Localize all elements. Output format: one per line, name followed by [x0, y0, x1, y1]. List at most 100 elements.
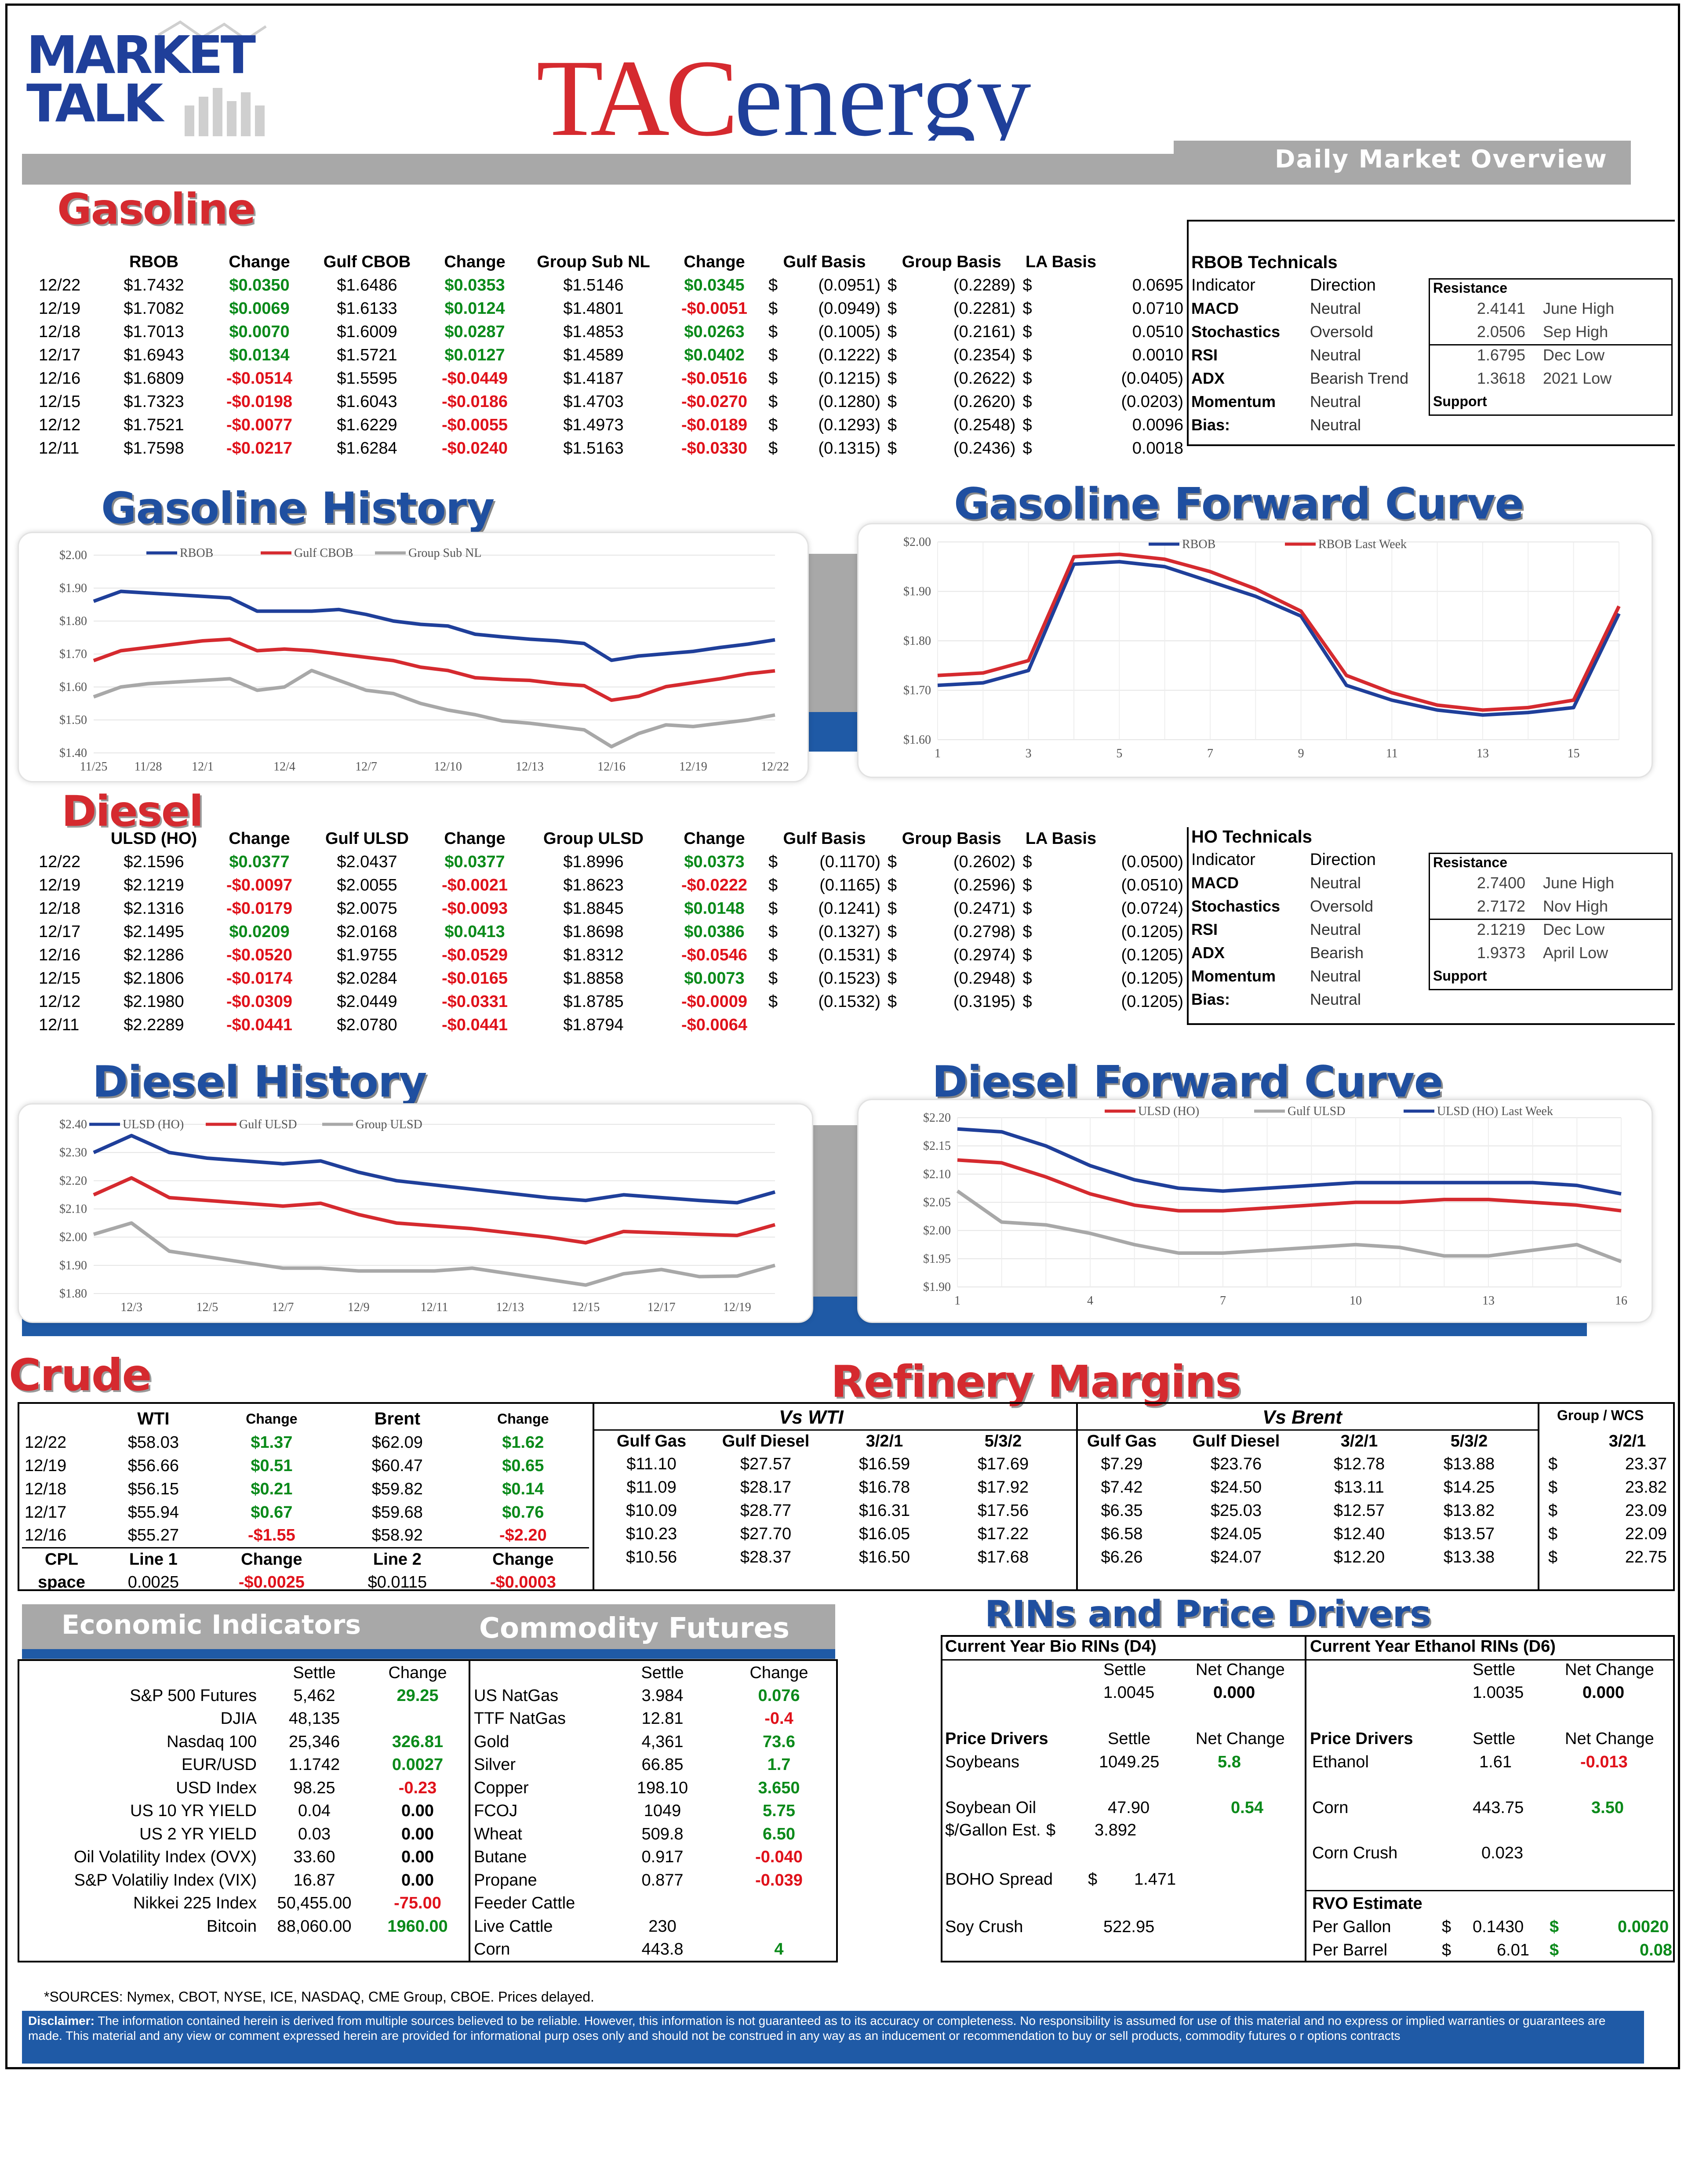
cpl-value-row: space 0.0025 -$0.0025 $0.0115 -$0.0003 [22, 1571, 589, 1594]
soy-oil-settle: 47.90 [1108, 1799, 1150, 1817]
gas-price: $1.7598 [124, 439, 184, 458]
cpl-value: -$0.0003 [490, 1573, 556, 1592]
cpl-header: Change [492, 1550, 554, 1569]
margin-value: $10.23 [626, 1525, 677, 1543]
diesel-date: 12/16 [39, 946, 81, 964]
ho-indicator-name: Bias: [1191, 990, 1230, 1008]
boho-dollar: $ [1088, 1870, 1098, 1889]
diesel-change: -$0.0520 [226, 946, 292, 964]
gas-gulf-basis-dollar: $ [768, 392, 778, 411]
gas-change: -$0.0217 [226, 439, 292, 458]
margin-value: $10.56 [626, 1548, 677, 1566]
crude-date: 12/19 [25, 1457, 67, 1475]
gas-date: 12/16 [39, 369, 81, 388]
gas-date: 12/18 [39, 323, 81, 341]
diesel-header-1: Change [229, 829, 290, 848]
wti-change: -$1.55 [247, 1526, 295, 1545]
legend-label: RBOB [1182, 538, 1215, 551]
gas-change: -$0.0198 [226, 392, 292, 411]
gas-header-1: Change [229, 253, 290, 271]
diesel-group-price: $1.8794 [563, 1016, 624, 1034]
soy-crush-label: Soy Crush [945, 1918, 1023, 1936]
gas-group-basis: (0.2354) [953, 346, 1016, 364]
legend-label: RBOB [180, 546, 213, 560]
rbob-col-direction: Direction [1310, 276, 1376, 294]
futures-settle: 198.10 [637, 1778, 688, 1797]
margin-value: $13.82 [1443, 1501, 1495, 1520]
gas-header-8: LA Basis [1025, 253, 1097, 271]
diesel-group-price: $1.8623 [563, 876, 624, 894]
margin-value: $28.77 [740, 1501, 792, 1520]
gas-group-price: $1.4703 [563, 392, 624, 411]
futures-change [722, 1892, 836, 1915]
diesel-row: 12/18 $2.1316 -$0.0179 $2.0075 -$0.0093 $1.88… [35, 897, 1187, 920]
margin-value: $17.22 [977, 1525, 1029, 1543]
series-line [93, 1221, 776, 1287]
diesel-gulf-price: $2.0437 [337, 853, 397, 871]
gas-history-title: Gasoline History [101, 483, 495, 534]
diesel-la-basis-dollar: $ [1022, 992, 1032, 1011]
y-tick-label: $1.70 [59, 647, 87, 661]
diesel-group-change: -$0.0009 [681, 992, 747, 1011]
y-tick-label: $2.20 [923, 1111, 951, 1125]
diesel-gulf-change: $0.0413 [444, 923, 505, 941]
soybeans-change: 5.8 [1218, 1753, 1241, 1771]
diesel-gulf-price: $2.0055 [337, 876, 397, 894]
y-tick-label: $2.05 [923, 1196, 951, 1210]
rbob-level-label: Dec Low [1543, 346, 1605, 364]
vs-wti-label: Vs WTI [779, 1406, 844, 1428]
rbob-levels-box [1429, 278, 1673, 416]
futures-title: Commodity Futures [479, 1612, 789, 1645]
corn-crush-value: 0.023 [1481, 1844, 1524, 1862]
diesel-group-basis-dollar: $ [887, 969, 897, 988]
econ-change: -0.23 [398, 1778, 437, 1797]
per-gallon-value: 0.1430 [1473, 1918, 1524, 1936]
futures-change [722, 1915, 836, 1938]
margin-value: $16.50 [859, 1548, 910, 1566]
ho-indicator-name: ADX [1191, 944, 1225, 962]
y-tick-label: $2.15 [923, 1139, 951, 1153]
econ-row: DJIA 48,135 [22, 1708, 466, 1731]
diesel-gulf-change: -$0.0093 [441, 899, 508, 918]
rbob-indicator-direction: Neutral [1310, 299, 1361, 317]
y-tick-label: $1.40 [59, 746, 87, 760]
diesel-group-change: $0.0386 [684, 923, 745, 941]
per-barrel-change: 0.08 [1640, 1941, 1672, 1959]
diesel-header-6: Gulf Basis [783, 829, 866, 848]
diesel-price: $2.1806 [124, 969, 184, 988]
gas-group-basis-dollar: $ [887, 299, 897, 318]
ho-indicator-direction: Neutral [1310, 990, 1361, 1008]
diesel-price: $2.1495 [124, 923, 184, 941]
gas-price: $1.7013 [124, 323, 184, 341]
futures-header-blank [471, 1661, 603, 1684]
margins-title: Refinery Margins [831, 1356, 1241, 1407]
gas-gulf-basis-dollar: $ [768, 369, 778, 388]
gas-la-basis: (0.0203) [1121, 392, 1183, 411]
gas-header-7: Group Basis [902, 253, 1001, 271]
x-tick-label: 13 [1482, 1294, 1495, 1308]
margin-value: $27.70 [740, 1525, 792, 1543]
econ-label: US 10 YR YIELD [130, 1802, 257, 1821]
futures-label: Live Cattle [474, 1917, 553, 1936]
gas-change: -$0.0077 [226, 416, 292, 434]
gasoline-title: Gasoline [57, 185, 256, 234]
futures-row: Silver 66.85 1.7 [471, 1754, 836, 1777]
futures-row: US NatGas 3.984 0.076 [471, 1684, 836, 1708]
x-tick-label: 12/19 [723, 1301, 751, 1314]
diesel-price: $2.1596 [124, 853, 184, 871]
gas-gulf-basis: (0.0949) [818, 299, 880, 318]
brent-change: $0.65 [502, 1457, 544, 1475]
margin-value: $6.35 [1101, 1501, 1143, 1520]
diesel-gulf-basis: (0.1241) [818, 899, 880, 918]
wcs-dollar: $ [1548, 1455, 1558, 1473]
diesel-header-8: LA Basis [1025, 829, 1097, 848]
gas-gulf-change: -$0.0186 [441, 392, 508, 411]
ho-level-value: 2.7172 [1477, 897, 1525, 915]
gas-row: 12/19 $1.7082 $0.0069 $1.6133 $0.0124 $1.4801… [35, 297, 1187, 320]
diesel-gulf-basis-dollar: $ [768, 992, 778, 1011]
econ-change [369, 1708, 466, 1731]
econ-title: Economic Indicators [62, 1610, 361, 1640]
gas-price: $1.7082 [124, 299, 184, 318]
gas-price: $1.7323 [124, 392, 184, 411]
diesel-gulf-basis-dollar: $ [768, 946, 778, 964]
